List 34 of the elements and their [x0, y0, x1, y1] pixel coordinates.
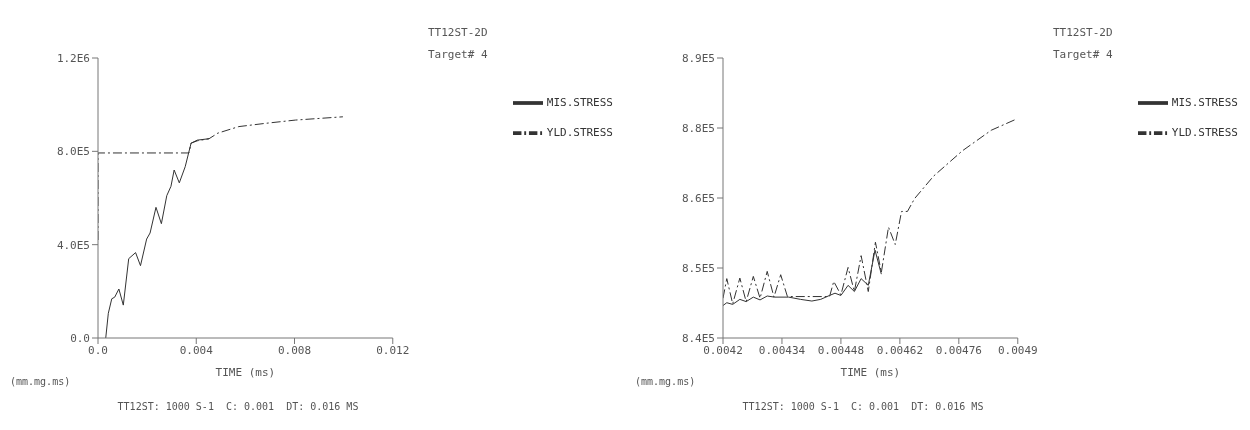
y-tick-label: 8.4E5: [681, 331, 715, 345]
x-tick-label: 0.008: [277, 343, 312, 357]
y-tick-label: 8.6E5: [681, 191, 715, 205]
text: (mm.mg.ms): [10, 376, 71, 387]
x-tick-label: 0.00462: [876, 343, 924, 357]
x-tick-label: 0.00476: [935, 343, 982, 357]
y-tick-label: 8.9E5: [681, 51, 715, 65]
legend-label: MIS.STRESS: [546, 96, 613, 109]
x-tick-label: 0.0049: [997, 343, 1038, 357]
x-tick-label: 0.004: [179, 343, 214, 357]
text: Target# 4: [1053, 48, 1114, 61]
x-tick-label: 0.0042: [703, 343, 743, 357]
y-tick-label: 1.2E6: [56, 51, 90, 65]
x-axis-title: TIME (ms): [840, 365, 901, 379]
y-tick-label: 8.5E5: [681, 261, 715, 275]
text: TT12ST: 1000 S-1 C: 0.001 DT: 0.016 MS: [116, 401, 360, 412]
text: TT12ST-2D: [428, 26, 489, 39]
legend-label: MIS.STRESS: [1171, 96, 1238, 109]
y-tick-label: 4.0E5: [56, 238, 90, 252]
x-tick-label: 0.00434: [758, 343, 806, 357]
text: (mm.mg.ms): [635, 376, 696, 387]
x-axis-title: TIME (ms): [215, 365, 276, 379]
text: TT12ST-2D: [1053, 26, 1114, 39]
legend-label: YLD.STRESS: [1171, 126, 1238, 139]
legend-label: YLD.STRESS: [546, 126, 613, 139]
x-tick-label: 0.0: [88, 343, 108, 357]
x-tick-label: 0.00448: [817, 343, 865, 357]
text: TT12ST: 1000 S-1 C: 0.001 DT: 0.016 MS: [741, 401, 985, 412]
y-tick-label: 8.0E5: [56, 145, 90, 159]
text: Target# 4: [428, 48, 489, 61]
x-tick-label: 0.012: [376, 343, 410, 357]
y-tick-label: 8.8E5: [681, 121, 715, 135]
line-series: [723, 118, 1017, 305]
y-tick-label: 0.0: [70, 331, 90, 345]
